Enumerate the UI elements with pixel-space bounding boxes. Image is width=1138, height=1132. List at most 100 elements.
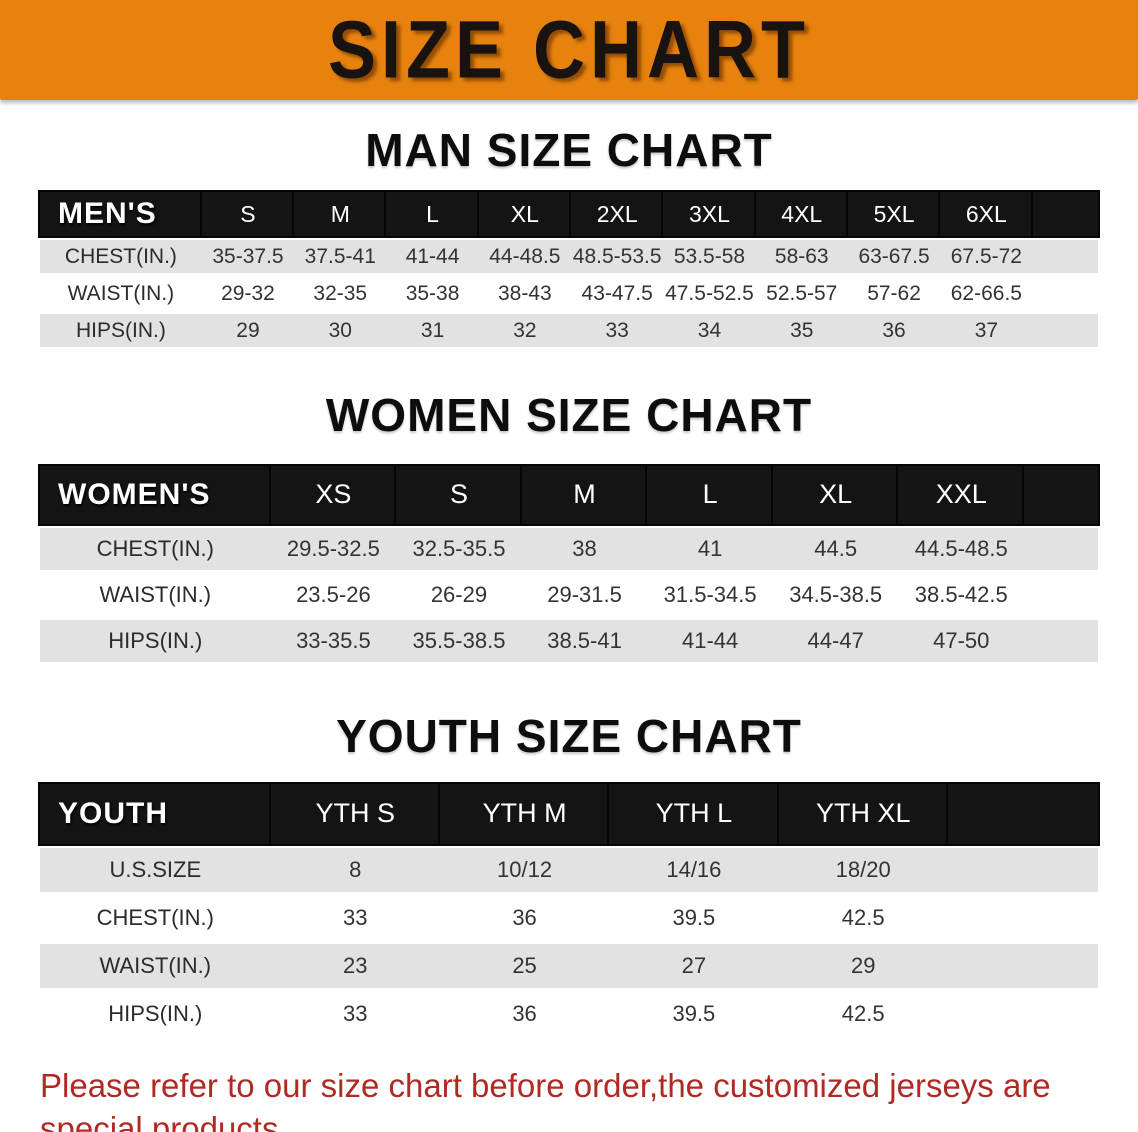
row-spacer	[1024, 620, 1098, 662]
size-value: 42.5	[841, 1000, 885, 1026]
size-column-header: L	[386, 192, 479, 237]
size-column-header: 3XL	[663, 192, 756, 237]
order-policy-note-line1: Please refer to our size chart before or…	[40, 1066, 1051, 1132]
header-row: WOMEN'S XS S M L XL XXL	[40, 465, 1098, 524]
size-column-header: YTH L	[609, 783, 779, 844]
row-label: WAIST(IN.)	[67, 281, 175, 305]
row-spacer	[1033, 240, 1098, 273]
row-spacer	[948, 848, 1098, 892]
size-value: 43-47.5	[581, 281, 653, 305]
band-spacer	[1032, 192, 1098, 237]
measurement-row: CHEST(IN.) 29.5-32.5 32.5-35.5 38 41 44.5 44.5…	[40, 527, 1098, 570]
size-value: 29.5-32.5	[286, 535, 380, 561]
row-spacer	[1033, 314, 1098, 347]
header-row: MEN'S S M L XL 2XL 3XL 4XL 5XL 6XL	[40, 192, 1098, 237]
size-value: 30	[328, 318, 352, 342]
women-section-heading: WOMEN SIZE CHART	[325, 389, 813, 442]
size-column-header: 6XL	[940, 192, 1033, 237]
size-value: 35.5-38.5	[412, 627, 506, 653]
size-value: 35	[790, 318, 814, 342]
size-value: 14/16	[666, 856, 722, 882]
size-value: 36	[512, 904, 537, 930]
size-value: 33-35.5	[296, 627, 371, 653]
youth-table-corner-label: YOUTH	[40, 783, 271, 844]
size-value: 44-47	[807, 627, 864, 653]
size-value: 35-38	[405, 281, 460, 305]
men-size-table: MEN'S S M L XL 2XL 3XL 4XL 5XL 6XL CHEST(IN.) 35-37…	[40, 188, 1098, 351]
size-value: 34	[697, 318, 722, 342]
size-column-header: L	[647, 465, 773, 524]
size-value: 33	[343, 1000, 368, 1026]
women-table-corner-label: WOMEN'S	[40, 465, 271, 524]
measurement-row: HIPS(IN.) 33 36 39.5 42.5	[40, 991, 1098, 1036]
size-value: 32	[513, 318, 537, 342]
size-value: 44.5	[814, 535, 858, 561]
row-label: HIPS(IN.)	[108, 1000, 203, 1026]
size-value: 29-31.5	[547, 581, 622, 607]
size-value: 39.5	[672, 1000, 716, 1026]
row-spacer	[1033, 277, 1098, 310]
size-value: 23	[343, 952, 368, 978]
size-value: 37	[974, 318, 999, 342]
size-value: 25	[512, 952, 537, 978]
size-value: 58-63	[774, 244, 829, 268]
women-size-table: WOMEN'S XS S M L XL XXL CHEST(IN.) 29.5-32.5 32.5…	[40, 462, 1098, 666]
measurement-row: WAIST(IN.) 29-32 32-35 35-38 38-43 43-47.5 47.…	[40, 277, 1098, 311]
size-column-header: M	[521, 465, 648, 524]
size-value: 36	[882, 318, 906, 342]
order-policy-note: Please refer to our size chart before or…	[40, 1064, 1098, 1132]
size-value: 63-67.5	[858, 244, 930, 268]
size-value: 26-29	[430, 581, 488, 607]
band-spacer	[947, 783, 1098, 844]
row-spacer	[1024, 528, 1098, 570]
size-column-header: XL	[772, 465, 899, 524]
size-value: 33	[343, 904, 368, 930]
row-label: HIPS(IN.)	[75, 318, 166, 342]
row-label: WAIST(IN.)	[99, 952, 212, 978]
women-section: WOMEN SIZE CHART WOMEN'S XS S M L XL XXL CHEST(…	[40, 391, 1098, 665]
row-spacer	[948, 944, 1098, 988]
row-spacer	[948, 992, 1098, 1036]
size-value: 44-48.5	[489, 244, 561, 268]
youth-size-table: YOUTH YTH S YTH M YTH L YTH XL U.S.SIZE 8 10/12…	[40, 780, 1098, 1040]
measurement-row: CHEST(IN.) 33 36 39.5 42.5	[40, 895, 1098, 940]
size-value: 67.5-72	[950, 244, 1022, 268]
size-column-header: YTH XL	[778, 783, 948, 844]
size-value: 42.5	[841, 904, 885, 930]
measurement-row: CHEST(IN.) 35-37.5 37.5-41 41-44 44-48.5 48.5…	[40, 240, 1098, 274]
size-column-header: S	[396, 465, 522, 524]
size-value: 29-32	[221, 281, 275, 305]
size-column-header: YTH S	[270, 783, 440, 844]
size-value: 48.5-53.5	[572, 244, 662, 268]
size-value: 34.5-38.5	[789, 581, 883, 607]
size-value: 18/20	[835, 856, 891, 882]
size-value: 10/12	[497, 856, 553, 882]
size-value: 27	[681, 952, 707, 978]
size-column-header: S	[201, 192, 295, 237]
size-value: 29	[850, 952, 876, 978]
size-value: 39.5	[672, 904, 716, 930]
size-value: 33	[605, 318, 629, 342]
size-column-header: M	[294, 192, 387, 237]
men-section-heading: MAN SIZE CHART	[365, 124, 773, 176]
size-column-header: 5XL	[847, 192, 941, 237]
measurement-row: HIPS(IN.) 29 30 31 32 33 34 35 36 37	[40, 314, 1098, 348]
size-value: 47-50	[933, 627, 990, 653]
size-column-header: XL	[478, 192, 572, 237]
size-value: 38-43	[498, 281, 552, 305]
size-value: 41-44	[681, 627, 739, 653]
size-value: 38	[572, 535, 597, 561]
youth-section-heading: YOUTH SIZE CHART	[336, 709, 802, 762]
size-value: 32-35	[313, 281, 368, 305]
youth-section: YOUTH SIZE CHART YOUTH YTH S YTH M YTH L YTH…	[40, 709, 1098, 1040]
size-value: 31	[420, 318, 445, 342]
size-column-header: XXL	[898, 465, 1025, 524]
size-value: 41	[697, 535, 723, 561]
size-value: 35-37.5	[212, 244, 284, 268]
measurement-row: U.S.SIZE 8 10/12 14/16 18/20	[40, 847, 1098, 892]
size-value: 38.5-41	[547, 627, 622, 653]
size-value: 23.5-26	[296, 581, 371, 607]
size-value: 57-62	[867, 281, 921, 305]
band-spacer	[1024, 465, 1098, 524]
size-value: 37.5-41	[304, 244, 376, 268]
